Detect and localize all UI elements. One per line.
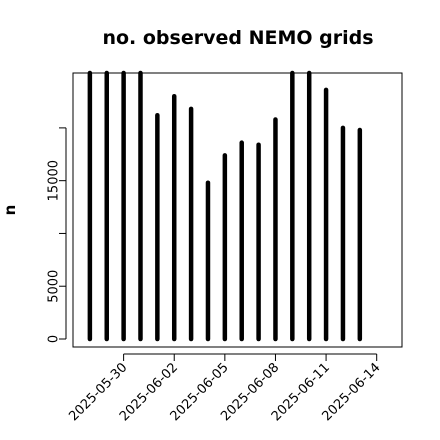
y-axis-label: n (1, 205, 19, 216)
y-axis: 0 5000 15000 (47, 127, 67, 343)
y-tick-label-15000: 15000 (47, 160, 62, 201)
bars (87, 70, 363, 342)
plot-border (72, 72, 403, 348)
chart-title: no. observed NEMO grids (102, 27, 373, 49)
x-axis: 2025-05-302025-06-022025-06-052025-06-08… (66, 353, 384, 424)
y-tick-label-5000: 5000 (47, 270, 62, 303)
y-tick-label-0: 0 (47, 335, 62, 343)
